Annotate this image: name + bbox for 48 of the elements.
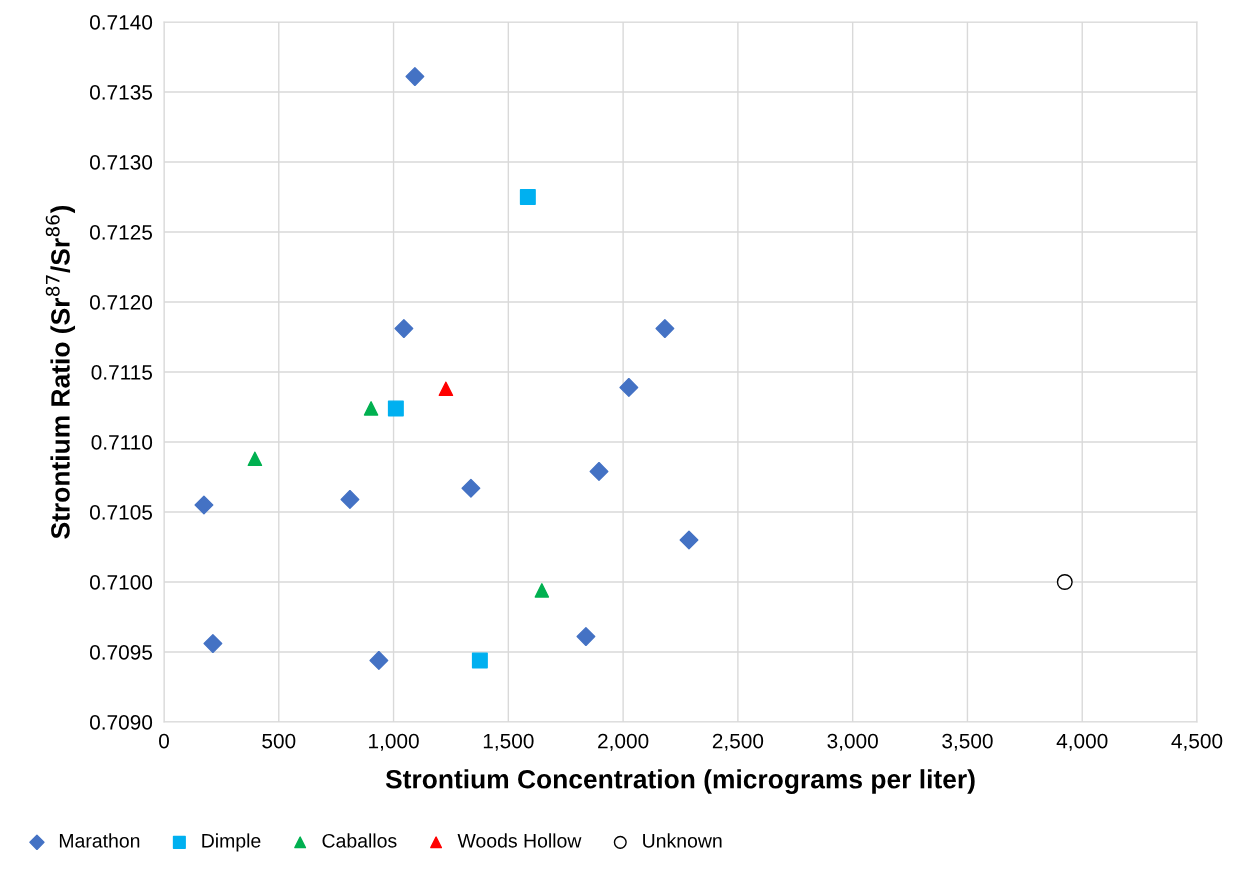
point [589,461,609,481]
y-axis-title: Strontium Ratio (Sr$^{87}$/Sr$^{86}$) [45,205,76,539]
point [194,495,214,515]
point [369,650,389,670]
legend-label: Marathon [59,833,140,848]
y-tick-label: 0.7100 [89,575,153,590]
point [438,381,454,397]
x-tick-label: 2,000 [598,733,649,751]
y-tick-label: 0.7095 [89,645,153,660]
point [471,652,488,669]
x-tick-label: 3,000 [827,733,878,751]
point [1056,574,1073,590]
y-tick-label: 0.7140 [89,15,153,30]
y-tick-label: 0.7130 [89,155,153,170]
point [619,377,639,397]
point [519,189,536,205]
point [461,478,481,498]
x-tick-label: 0 [159,733,169,749]
x-tick-label: 4,000 [1056,733,1108,751]
x-axis-title: Strontium Concentration (micrograms per liter) [385,769,975,794]
x-tick-label: 2,500 [712,733,764,751]
point [247,451,263,467]
y-tick-label: 0.7120 [89,295,153,310]
point [534,583,550,598]
point [203,634,223,654]
point [394,319,414,339]
point [387,400,404,417]
y-tick-label: 0.7090 [89,715,153,730]
y-tick-label: 0.7125 [89,225,153,240]
y-tick-label: 0.7115 [91,365,153,380]
y-tick-label: 0.7135 [89,85,153,100]
legend-label: Woods Hollow [457,833,582,848]
point [576,627,596,647]
point [405,67,425,87]
y-tick-label: 0.7105 [89,505,153,520]
point [655,319,675,339]
point [340,489,360,509]
x-tick-label: 1,500 [483,733,534,751]
point [363,401,379,416]
point [679,530,699,550]
y-tick-label: 0.7110 [91,435,153,450]
legend-label: Caballos [322,833,397,848]
legend-label: Dimple [202,833,261,852]
x-tick-label: 1,000 [369,733,419,751]
legend-label: Unknown [643,833,722,848]
x-tick-label: 4,500 [1171,733,1223,751]
x-tick-label: 500 [262,733,296,749]
x-tick-label: 3,500 [942,733,993,751]
